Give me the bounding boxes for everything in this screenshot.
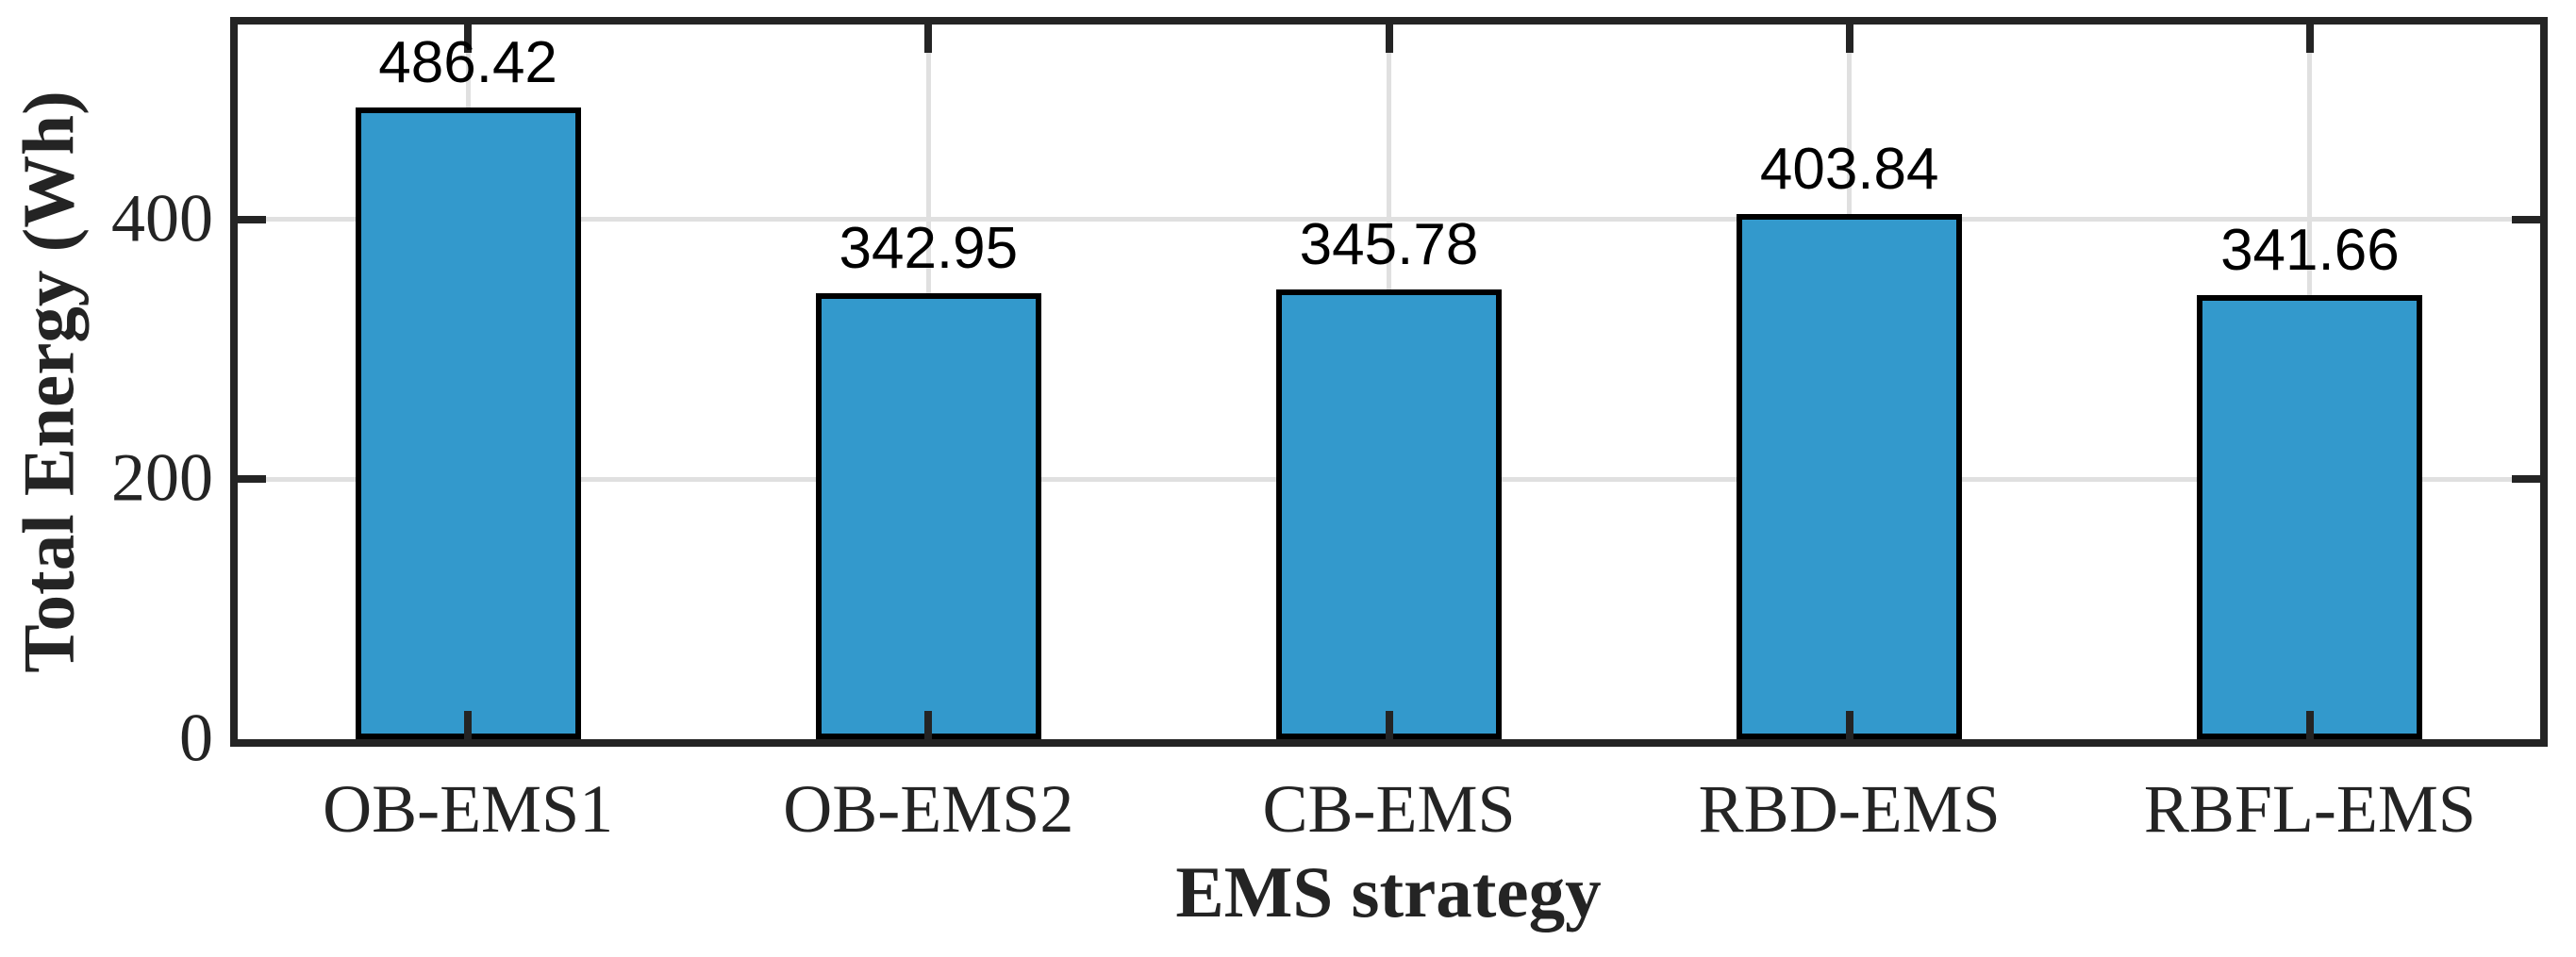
x-tick-top bbox=[1385, 25, 1393, 53]
y-tick-right bbox=[2512, 475, 2540, 484]
x-tick-top bbox=[464, 25, 473, 53]
bar-value-label: 345.78 bbox=[1299, 212, 1479, 278]
plot-area bbox=[230, 17, 2548, 747]
x-tick-top bbox=[924, 25, 933, 53]
x-tick-top bbox=[2305, 25, 2314, 53]
x-tick-bottom bbox=[1385, 711, 1393, 739]
x-tick-label: CB-EMS bbox=[1262, 771, 1516, 847]
bar-value-label: 341.66 bbox=[2220, 218, 2400, 284]
x-axis-label: EMS strategy bbox=[1175, 851, 1602, 932]
y-tick-left bbox=[238, 215, 266, 223]
x-tick-bottom bbox=[924, 711, 933, 739]
x-tick-label: RBFL-EMS bbox=[2143, 771, 2476, 847]
bar-rbfl-ems bbox=[2197, 295, 2423, 739]
y-tick-right bbox=[2512, 215, 2540, 223]
bar-ob-ems2 bbox=[815, 293, 1041, 739]
bar-value-label: 342.95 bbox=[839, 216, 1019, 282]
y-axis-label: Total Energy (Wh) bbox=[8, 91, 90, 673]
x-tick-top bbox=[1845, 25, 1853, 53]
bar-rbd-ems bbox=[1737, 214, 1963, 739]
y-tick-label: 400 bbox=[111, 180, 213, 256]
x-tick-bottom bbox=[464, 711, 473, 739]
bar-ob-ems1 bbox=[355, 107, 581, 739]
x-tick-bottom bbox=[2305, 711, 2314, 739]
bar-value-label: 486.42 bbox=[378, 29, 557, 95]
x-tick-label: OB-EMS1 bbox=[323, 771, 614, 847]
y-tick-left bbox=[238, 475, 266, 484]
x-tick-label: OB-EMS2 bbox=[783, 771, 1074, 847]
bar-cb-ems bbox=[1276, 289, 1502, 739]
y-tick-label: 200 bbox=[111, 439, 213, 516]
x-tick-label: RBD-EMS bbox=[1698, 771, 2001, 847]
bar-value-label: 403.84 bbox=[1759, 137, 1939, 203]
y-tick-label: 0 bbox=[179, 700, 213, 776]
x-tick-bottom bbox=[1845, 711, 1853, 739]
